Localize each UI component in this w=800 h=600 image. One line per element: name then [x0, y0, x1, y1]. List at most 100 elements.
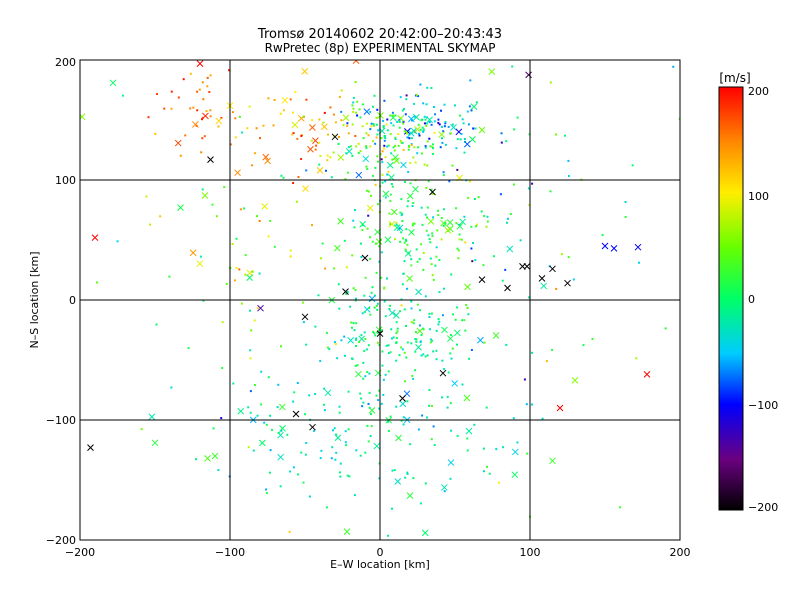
data-point	[412, 322, 415, 325]
data-point	[399, 211, 402, 214]
data-point	[292, 111, 294, 114]
data-point-x	[321, 123, 328, 131]
data-point	[402, 423, 405, 426]
data-point	[346, 474, 349, 477]
data-point	[391, 337, 393, 340]
data-point	[184, 134, 187, 137]
data-point	[339, 475, 342, 478]
data-point	[343, 239, 346, 242]
data-point-x	[362, 155, 370, 163]
data-point	[140, 428, 143, 431]
data-point	[407, 200, 410, 203]
data-point-x	[234, 169, 241, 177]
data-point	[367, 440, 370, 443]
data-point	[373, 306, 376, 309]
data-point	[456, 343, 458, 346]
data-point-x	[309, 124, 316, 131]
data-point-x	[470, 103, 478, 111]
data-point-x	[446, 335, 454, 342]
data-point	[381, 364, 384, 367]
data-point	[443, 490, 446, 493]
data-point-x	[368, 407, 376, 414]
data-point	[404, 238, 407, 241]
data-point	[523, 378, 526, 381]
data-point	[459, 138, 462, 141]
data-point	[389, 351, 392, 354]
data-point	[410, 137, 413, 140]
data-point-x	[87, 444, 94, 451]
data-point	[336, 357, 339, 360]
data-point	[334, 458, 337, 461]
data-point-x	[504, 284, 511, 292]
data-point	[474, 259, 477, 262]
data-point-x	[450, 124, 457, 131]
data-point	[344, 430, 347, 433]
data-point	[438, 259, 441, 261]
data-point	[328, 348, 331, 350]
data-point	[420, 334, 423, 336]
data-point	[429, 341, 432, 344]
data-point	[305, 98, 308, 101]
data-point	[405, 94, 408, 97]
data-point	[402, 122, 405, 125]
data-point-x	[454, 329, 461, 337]
data-point	[512, 417, 515, 420]
data-point	[187, 347, 190, 350]
data-point	[401, 142, 404, 144]
data-point	[347, 390, 350, 393]
data-point	[419, 341, 422, 344]
data-point-x	[366, 204, 374, 212]
data-point	[394, 238, 396, 241]
data-point	[475, 225, 478, 228]
data-point	[366, 168, 369, 170]
data-point	[410, 258, 413, 261]
data-point	[414, 161, 417, 164]
data-point	[311, 224, 313, 227]
data-point	[372, 123, 375, 125]
data-point	[425, 103, 428, 106]
data-point	[456, 168, 459, 171]
data-point	[464, 241, 467, 244]
data-point	[388, 212, 391, 215]
data-point	[258, 220, 261, 222]
data-point	[442, 224, 445, 227]
data-point	[443, 287, 445, 290]
data-point	[424, 295, 427, 298]
data-point-x	[384, 236, 392, 244]
data-point	[326, 154, 329, 157]
data-point-x	[292, 410, 300, 418]
data-point-x	[407, 115, 415, 123]
data-point	[426, 416, 428, 419]
data-point	[375, 123, 378, 126]
data-point	[472, 242, 474, 244]
data-point	[363, 331, 366, 334]
data-point	[442, 208, 445, 211]
data-point	[346, 124, 349, 127]
data-point	[412, 156, 415, 159]
data-point	[295, 200, 298, 203]
data-point	[422, 129, 425, 132]
data-point	[279, 485, 282, 488]
data-point-x	[456, 222, 464, 230]
data-point-x	[91, 234, 99, 241]
data-point-x	[151, 439, 159, 447]
data-point	[340, 110, 343, 113]
data-point-x	[337, 217, 344, 225]
data-point	[390, 328, 393, 331]
data-point	[211, 203, 214, 206]
data-point	[377, 203, 379, 206]
data-point	[582, 344, 585, 347]
data-point	[516, 441, 519, 444]
data-point	[468, 105, 471, 108]
data-point	[364, 375, 367, 378]
data-point	[327, 133, 329, 136]
data-point	[411, 224, 414, 227]
data-point	[423, 163, 426, 166]
data-point	[302, 115, 305, 118]
data-point	[432, 216, 435, 219]
data-point	[475, 223, 478, 226]
colorbar-tick-label: 200	[748, 85, 769, 98]
data-point-x	[279, 425, 286, 432]
data-point	[338, 411, 341, 414]
data-point	[221, 321, 224, 324]
